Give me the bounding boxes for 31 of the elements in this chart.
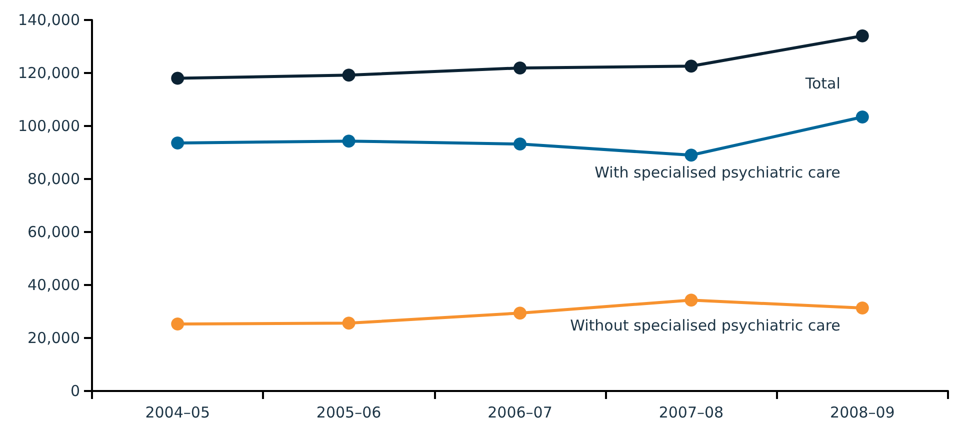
- x-tick-label: 2005–06: [316, 404, 382, 422]
- point: [684, 60, 698, 73]
- series-label: With specialised psychiatric care: [594, 164, 840, 182]
- point: [856, 110, 869, 124]
- point: [342, 68, 356, 82]
- y-tick-label: 120,000: [18, 64, 80, 82]
- point: [514, 138, 526, 151]
- y-tick-label: 100,000: [18, 117, 80, 135]
- y-tick-label: 40,000: [28, 276, 80, 294]
- point: [171, 317, 184, 330]
- point: [171, 72, 184, 85]
- series-label: Without specialised psychiatric care: [570, 316, 840, 335]
- point: [684, 148, 698, 162]
- point: [514, 61, 526, 74]
- point: [684, 294, 698, 307]
- y-tick-label: 140,000: [18, 11, 80, 29]
- point: [171, 136, 184, 150]
- x-tick-label: 2004–05: [145, 404, 210, 422]
- y-tick-label: 0: [70, 382, 80, 400]
- y-tick-label: 80,000: [28, 170, 80, 188]
- x-tick-label: 2008–09: [830, 404, 895, 422]
- y-tick-label: 60,000: [28, 223, 80, 241]
- point: [856, 302, 869, 315]
- series-label: Total: [804, 74, 840, 93]
- point: [342, 316, 356, 330]
- point: [342, 134, 356, 148]
- x-tick-label: 2006–07: [488, 404, 552, 422]
- y-tick-label: 20,000: [28, 329, 80, 347]
- x-tick-label: 2007–08: [658, 404, 724, 422]
- point: [856, 29, 869, 42]
- point: [514, 306, 526, 320]
